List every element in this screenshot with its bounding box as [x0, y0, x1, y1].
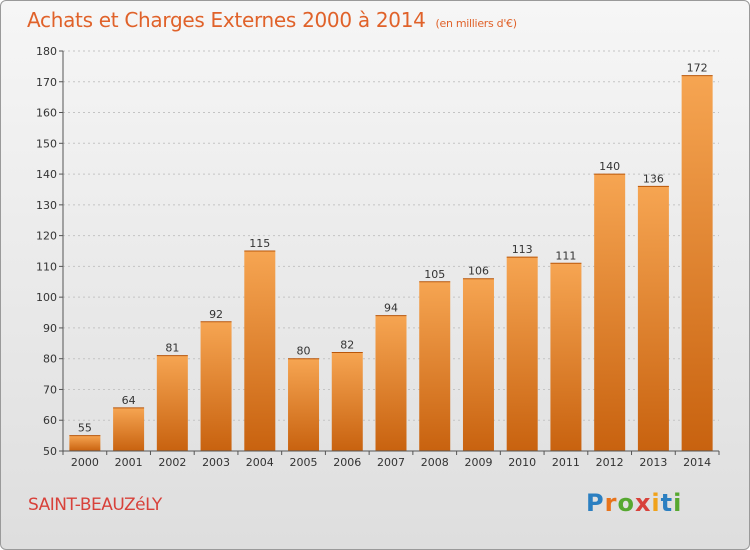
- x-tick-label: 2013: [639, 456, 667, 469]
- bar: [69, 435, 101, 451]
- bar: [288, 358, 320, 451]
- axes: [62, 51, 720, 455]
- bar: [331, 352, 363, 451]
- bar: [594, 174, 626, 452]
- logo-letter: i: [673, 489, 683, 517]
- x-tick-label: 2004: [246, 456, 274, 469]
- x-tick-label: 2002: [158, 456, 186, 469]
- x-tick-label: 2003: [202, 456, 230, 469]
- bar: [113, 407, 145, 451]
- y-tick-label: 60: [43, 414, 57, 427]
- data-label: 92: [209, 308, 223, 321]
- commune-name: SAINT-BEAUZéLY: [28, 495, 162, 515]
- x-tick-label: 2005: [290, 456, 318, 469]
- y-tick-label: 130: [36, 199, 57, 212]
- data-label: 106: [468, 265, 489, 278]
- y-tick-label: 50: [43, 445, 57, 458]
- x-tick-labels: 2000 2001 2002 2003 2004 2005 2006 2007 2008 2009…: [71, 456, 711, 469]
- x-tick-label: 2006: [333, 456, 361, 469]
- data-label: 111: [555, 249, 576, 262]
- y-tick-label: 70: [43, 383, 57, 396]
- y-tick-label: 100: [36, 291, 57, 304]
- chart-title: Achats et Charges Externes 2000 à 2014 (e…: [27, 8, 517, 32]
- data-label: 140: [599, 160, 620, 173]
- x-tick-label: 2001: [115, 456, 143, 469]
- bar: [506, 257, 538, 451]
- y-tick-label: 120: [36, 230, 57, 243]
- bar: [637, 186, 669, 451]
- data-label: 115: [249, 237, 270, 250]
- data-label: 113: [512, 243, 533, 256]
- x-tick-label: 2008: [421, 456, 449, 469]
- bar: [244, 251, 276, 451]
- logo-letter: x: [634, 489, 652, 517]
- x-tick-label: 2009: [464, 456, 492, 469]
- x-tick-label: 2014: [683, 456, 711, 469]
- bar: [550, 263, 582, 451]
- data-label: 82: [340, 339, 354, 352]
- logo-letter: t: [660, 489, 674, 517]
- y-tick-label: 90: [43, 322, 57, 335]
- y-tick-labels: 50 60 70 80 90 100 110 120 130 140 150 160 170 180: [36, 45, 57, 458]
- data-label: 80: [297, 345, 311, 358]
- y-tick-label: 110: [36, 260, 57, 273]
- data-label: 55: [78, 422, 92, 435]
- logo-letter: P: [586, 489, 605, 517]
- y-tick-label: 80: [43, 353, 57, 366]
- chart-subtitle: (en milliers d'€): [435, 17, 517, 30]
- bar: [200, 321, 232, 451]
- x-tick-label: 2012: [596, 456, 624, 469]
- y-tick-label: 170: [36, 76, 57, 89]
- x-tick-label: 2000: [71, 456, 99, 469]
- x-tick-label: 2007: [377, 456, 405, 469]
- y-tick-label: 150: [36, 137, 57, 150]
- data-label: 136: [643, 172, 664, 185]
- bar: [462, 278, 494, 451]
- bar: [419, 281, 451, 451]
- bar: [156, 355, 188, 451]
- proxiti-logo[interactable]: Proxiti: [586, 489, 682, 517]
- bar: [375, 315, 407, 451]
- x-tick-label: 2010: [508, 456, 536, 469]
- y-tick-label: 180: [36, 45, 57, 58]
- data-label: 172: [687, 62, 708, 75]
- data-labels: 55 64 81 92 115 80 82 94 105 106 113 111 140 136 172: [78, 62, 708, 435]
- bars: [69, 75, 713, 452]
- y-tick-label: 160: [36, 107, 57, 120]
- chart-title-text: Achats et Charges Externes 2000 à 2014: [27, 8, 426, 32]
- logo-letter: i: [651, 489, 661, 517]
- logo-letter: r: [604, 489, 618, 517]
- x-tick-label: 2011: [552, 456, 580, 469]
- bar: [681, 75, 713, 451]
- data-label: 105: [424, 268, 445, 281]
- y-tick-label: 140: [36, 168, 57, 181]
- data-label: 94: [384, 302, 398, 315]
- data-label: 81: [165, 342, 179, 355]
- data-label: 64: [122, 394, 136, 407]
- logo-letter: o: [617, 489, 635, 517]
